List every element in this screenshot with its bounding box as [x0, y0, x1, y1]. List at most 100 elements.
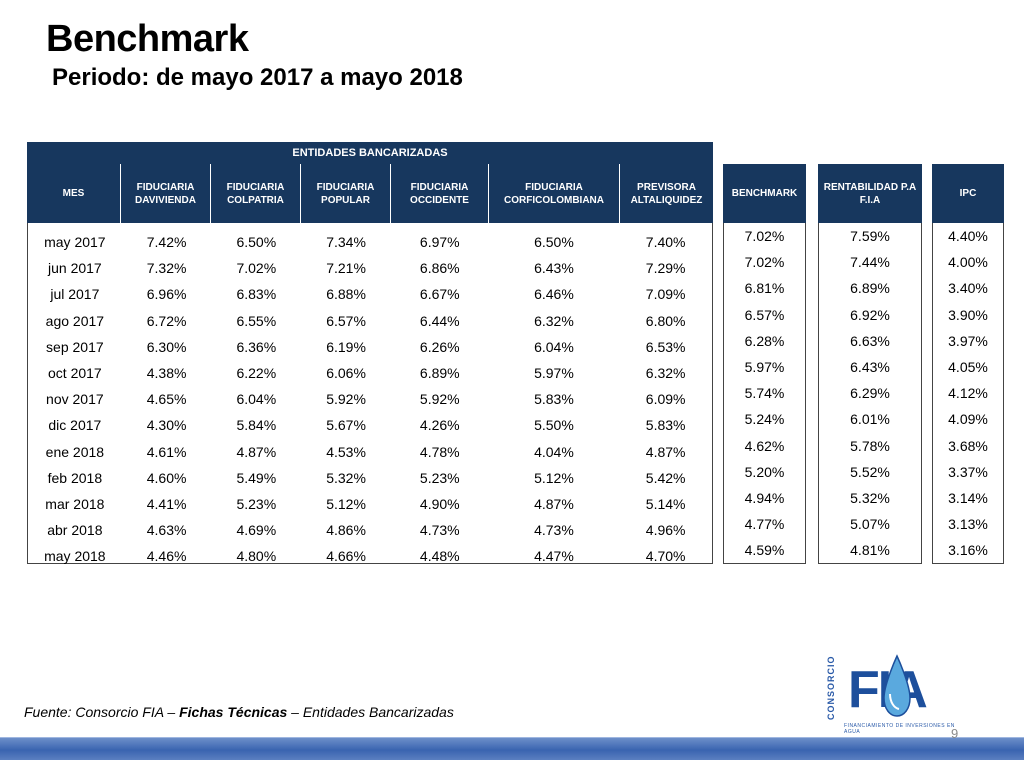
side-value-cell: 6.81%	[744, 280, 785, 297]
side-value-cell: 4.77%	[744, 516, 785, 533]
table-row: mar 2018 4.41% 5.23% 5.12% 4.90% 4.87% 5.14%	[28, 491, 712, 517]
value-cell: 6.67%	[419, 286, 460, 303]
side-value-cell: 7.02%	[744, 254, 785, 271]
side-value-cell: 4.40%	[948, 228, 988, 245]
value-cell: 6.22%	[236, 365, 277, 382]
value-cell: 4.38%	[146, 365, 187, 382]
value-cell: 4.46%	[146, 548, 187, 565]
column-header: FIDUCIARIA CORFICOLOMBIANA	[489, 164, 620, 223]
side-value-cell: 4.05%	[948, 359, 988, 376]
table-row: jun 2017 7.32% 7.02% 7.21% 6.86% 6.43% 7.29%	[28, 255, 712, 281]
value-cell: 4.60%	[146, 469, 187, 486]
value-cell: 4.26%	[419, 417, 460, 434]
table-row: nov 2017 4.65% 6.04% 5.92% 5.92% 5.83% 6.09%	[28, 386, 712, 412]
value-cell: 6.32%	[534, 312, 574, 329]
side-value-cell: 6.57%	[744, 306, 785, 323]
value-cell: 5.92%	[326, 391, 366, 408]
value-cell: 6.89%	[419, 365, 460, 382]
value-cell: 6.83%	[236, 286, 277, 303]
table-row: jul 2017 6.96% 6.83% 6.88% 6.67% 6.46% 7.09%	[28, 281, 712, 307]
table-row: may 2017 7.42% 6.50% 7.34% 6.97% 6.50% 7.40%	[28, 229, 712, 255]
logo-tagline: FINANCIAMIENTO DE INVERSIONES EN AGUA	[844, 723, 955, 735]
value-cell: 5.12%	[534, 469, 574, 486]
table-row: dic 2017 4.30% 5.84% 5.67% 4.26% 5.50% 5.83%	[28, 412, 712, 438]
table-row: ene 2018 4.61% 4.87% 4.53% 4.78% 4.04% 4.87%	[28, 439, 712, 465]
value-cell: 6.88%	[326, 286, 366, 303]
value-cell: 4.41%	[146, 495, 187, 512]
value-cell: 6.30%	[146, 338, 187, 355]
source-note: Fuente: Consorcio FIA – Fichas Técnicas …	[24, 704, 454, 720]
month-cell: may 2018	[44, 548, 106, 565]
water-drop-icon	[883, 654, 911, 717]
table-row: ago 2017 6.72% 6.55% 6.57% 6.44% 6.32% 6.80%	[28, 308, 712, 334]
side-column-header: IPC	[932, 164, 1004, 223]
column-header: MES	[27, 164, 121, 223]
side-value-cell: 4.12%	[948, 385, 988, 402]
value-cell: 5.84%	[236, 417, 277, 434]
side-value-cell: 4.59%	[744, 542, 785, 559]
side-value-cell: 5.52%	[850, 463, 890, 480]
column-header: FIDUCIARIA OCCIDENTE	[391, 164, 489, 223]
side-value-cell: 7.02%	[744, 228, 785, 245]
value-cell: 4.87%	[534, 495, 574, 512]
side-value-cell: 6.01%	[850, 411, 890, 428]
value-cell: 6.19%	[326, 338, 366, 355]
value-cell: 6.26%	[419, 338, 460, 355]
value-cell: 7.32%	[146, 260, 187, 277]
side-value-cell: 5.32%	[850, 489, 890, 506]
value-cell: 7.02%	[236, 260, 277, 277]
rentabilidad-table: RENTABILIDAD P.A F.I.A 7.59% 7.44% 6.89% 6.9…	[818, 164, 922, 564]
main-table-body: may 2017 7.42% 6.50% 7.34% 6.97% 6.50% 7.40% ju…	[27, 223, 713, 564]
month-cell: abr 2018	[47, 522, 103, 539]
side-table-body: 7.02% 7.02% 6.81% 6.57% 6.28% 5.97% 5.74% 5.24%…	[723, 223, 806, 564]
month-cell: may 2017	[44, 234, 106, 251]
month-cell: oct 2017	[48, 365, 102, 382]
value-cell: 5.83%	[645, 417, 686, 434]
value-cell: 6.04%	[236, 391, 277, 408]
side-value-cell: 5.20%	[744, 463, 785, 480]
column-header: FIDUCIARIA DAVIVIENDA	[121, 164, 211, 223]
column-header: FIDUCIARIA COLPATRIA	[211, 164, 301, 223]
value-cell: 4.53%	[326, 443, 366, 460]
month-cell: feb 2018	[47, 469, 103, 486]
value-cell: 7.34%	[326, 234, 366, 251]
side-value-cell: 5.24%	[744, 411, 785, 428]
month-cell: jun 2017	[48, 260, 102, 277]
value-cell: 6.86%	[419, 260, 460, 277]
value-cell: 5.92%	[419, 391, 460, 408]
value-cell: 5.23%	[419, 469, 460, 486]
benchmark-table: BENCHMARK 7.02% 7.02% 6.81% 6.57% 6.28% 5.97% 5…	[723, 164, 806, 564]
table-row: sep 2017 6.30% 6.36% 6.19% 6.26% 6.04% 6.53%	[28, 334, 712, 360]
value-cell: 5.23%	[236, 495, 277, 512]
value-cell: 6.80%	[645, 312, 686, 329]
side-value-cell: 6.29%	[850, 385, 890, 402]
month-cell: nov 2017	[46, 391, 104, 408]
value-cell: 7.09%	[645, 286, 686, 303]
value-cell: 6.53%	[645, 338, 686, 355]
table-row: oct 2017 4.38% 6.22% 6.06% 6.89% 5.97% 6.32%	[28, 360, 712, 386]
value-cell: 6.36%	[236, 338, 277, 355]
value-cell: 6.97%	[419, 234, 460, 251]
side-value-cell: 3.68%	[948, 437, 988, 454]
month-cell: jul 2017	[50, 286, 100, 303]
value-cell: 6.50%	[236, 234, 277, 251]
side-value-cell: 4.62%	[744, 437, 785, 454]
value-cell: 5.12%	[326, 495, 366, 512]
side-value-cell: 4.00%	[948, 254, 988, 271]
value-cell: 4.04%	[534, 443, 574, 460]
footer-bar	[0, 737, 1024, 760]
value-cell: 4.30%	[146, 417, 187, 434]
value-cell: 5.32%	[326, 469, 366, 486]
value-cell: 4.63%	[146, 522, 187, 539]
value-cell: 6.46%	[534, 286, 574, 303]
side-column-header: BENCHMARK	[723, 164, 806, 223]
value-cell: 4.80%	[236, 548, 277, 565]
value-cell: 4.65%	[146, 391, 187, 408]
side-value-cell: 6.89%	[850, 280, 890, 297]
value-cell: 4.61%	[146, 443, 187, 460]
value-cell: 4.73%	[534, 522, 574, 539]
value-cell: 4.73%	[419, 522, 460, 539]
value-cell: 6.57%	[326, 312, 366, 329]
value-cell: 4.87%	[645, 443, 686, 460]
side-value-cell: 5.97%	[744, 359, 785, 376]
